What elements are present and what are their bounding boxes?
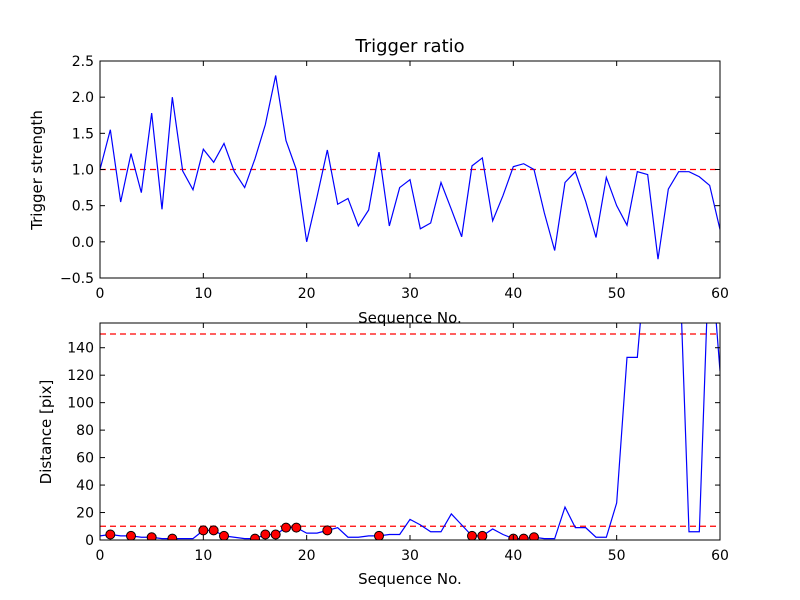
- bottom-chart-frame: [99, 322, 721, 541]
- top-chart-ytick-label: 0.0: [72, 235, 94, 251]
- bottom-chart-series-line: [100, 323, 720, 540]
- bottom-chart-point: [270, 529, 281, 540]
- top-chart-xtick-label: 40: [504, 286, 522, 302]
- bottom-chart-data-layer: [100, 323, 720, 540]
- top-chart-xtick-label: 10: [194, 286, 212, 302]
- bottom-chart-xlabel: Sequence No.: [358, 570, 462, 588]
- bottom-chart-ytick-label: 40: [76, 478, 94, 494]
- bottom-chart-xtick-label: 30: [401, 548, 419, 564]
- bottom-chart-plot-area: 0 10 20 30 40 50 60 0 20 40 60 80 100 120 140: [67, 322, 729, 564]
- bottom-chart-ytick-label: 140: [67, 341, 94, 357]
- bottom-chart-ytick-label: 0: [85, 533, 94, 549]
- bottom-chart-ytick-label: 80: [76, 423, 94, 439]
- bottom-chart-xtick-label: 20: [298, 548, 316, 564]
- bottom-chart-point: [529, 532, 539, 540]
- bottom-chart-point: [105, 529, 116, 540]
- bottom-chart-point: [281, 522, 291, 533]
- top-chart-data-layer: [100, 75, 720, 260]
- top-chart-ylabel: Trigger strength: [28, 110, 46, 231]
- bottom-chart-xtick-label: 60: [711, 548, 729, 564]
- top-chart-xtick-label: 20: [298, 286, 316, 302]
- bottom-chart-ytick-label: 100: [67, 396, 94, 412]
- bottom-chart-point: [126, 530, 136, 540]
- top-chart-series-line: [100, 75, 720, 260]
- bottom-chart-point: [167, 533, 178, 540]
- top-chart-xtick-label: 30: [401, 286, 419, 302]
- top-chart: Trigger ratio Sequence No. Trigger stren…: [28, 36, 729, 327]
- bottom-chart-ytick-label: 20: [76, 506, 94, 522]
- bottom-chart-point: [374, 530, 384, 540]
- top-chart-title: Trigger ratio: [354, 36, 464, 57]
- bottom-chart-point: [198, 525, 209, 536]
- bottom-chart-point: [219, 530, 229, 540]
- top-chart-xtick-label: 60: [711, 286, 729, 302]
- bottom-chart-point: [146, 532, 157, 540]
- bottom-chart-point: [477, 530, 488, 540]
- top-chart-ytick-label: −0.5: [60, 271, 94, 287]
- bottom-chart-xtick-label: 40: [504, 548, 522, 564]
- bottom-chart-xtick-label: 50: [608, 548, 626, 564]
- bottom-chart-ylabel: Distance [pix]: [37, 380, 55, 485]
- bottom-chart-point: [208, 525, 219, 536]
- bottom-chart-point: [467, 530, 477, 540]
- bottom-chart-ytick-label: 120: [67, 368, 94, 384]
- top-chart-plot-area: 0 10 20 30 40 50 60 −0.5 0.0 0.5 1.0 1.5 2.0 2.5: [60, 54, 729, 302]
- bottom-chart-xtick-label: 10: [194, 548, 212, 564]
- bottom-chart-point: [322, 525, 333, 536]
- bottom-chart-point: [260, 529, 271, 540]
- top-chart-ytick-label: 1.5: [72, 126, 94, 142]
- bottom-chart-xtick-label: 0: [96, 548, 105, 564]
- bottom-chart: Sequence No. Distance [pix] 0 10 20 30 40 50 6…: [37, 322, 729, 588]
- bottom-chart-point: [291, 522, 302, 533]
- top-chart-ytick-label: 2.5: [72, 54, 94, 70]
- top-chart-xtick-label: 50: [608, 286, 626, 302]
- top-chart-ytick-label: 1.0: [72, 163, 94, 179]
- top-chart-ytick-label: 0.5: [72, 199, 94, 215]
- top-chart-xtick-label: 0: [96, 286, 105, 302]
- bottom-chart-point: [250, 533, 260, 540]
- top-chart-ytick-label: 2.0: [72, 90, 94, 106]
- bottom-chart-point: [518, 533, 529, 540]
- bottom-chart-ytick-label: 60: [76, 451, 94, 467]
